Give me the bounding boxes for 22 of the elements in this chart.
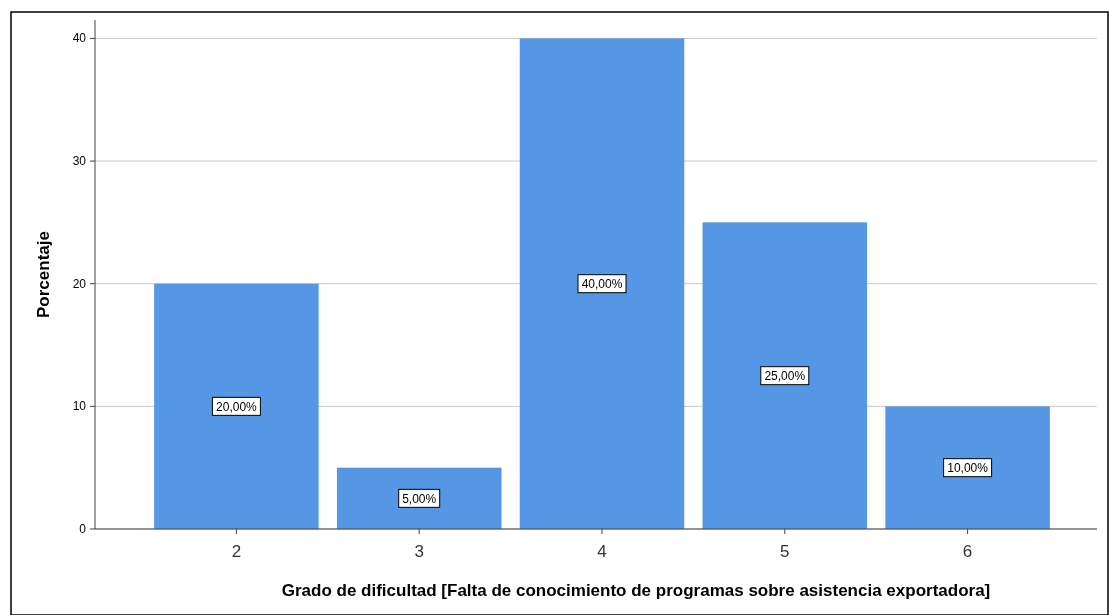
x-tick-label: 2 [231, 542, 242, 561]
bar [336, 467, 502, 529]
y-tick-label: 40 [72, 31, 87, 46]
y-tick-label: 0 [79, 522, 87, 536]
y-tick-label: 30 [72, 154, 87, 169]
y-tick-label: 20 [72, 276, 87, 291]
x-tick-label: 5 [780, 542, 790, 561]
y-tick-label: 10 [72, 399, 87, 414]
bar [154, 283, 319, 529]
data-label: 40,00% [581, 277, 623, 292]
bar [702, 222, 868, 529]
bar [885, 406, 1050, 529]
y-axis-title: Porcentaje [34, 231, 53, 318]
bar [519, 38, 685, 529]
x-tick-label: 3 [414, 542, 424, 561]
data-label: 25,00% [764, 369, 806, 384]
data-label: 20,00% [216, 399, 258, 414]
x-tick-label: 6 [962, 542, 973, 561]
data-label: 5,00% [402, 491, 437, 506]
x-axis-title: Grado de dificultad [Falta de conocimiento de programas sobre asistencia exportadora] [281, 581, 991, 600]
x-tick-label: 4 [597, 542, 607, 561]
data-label: 10,00% [947, 461, 989, 476]
